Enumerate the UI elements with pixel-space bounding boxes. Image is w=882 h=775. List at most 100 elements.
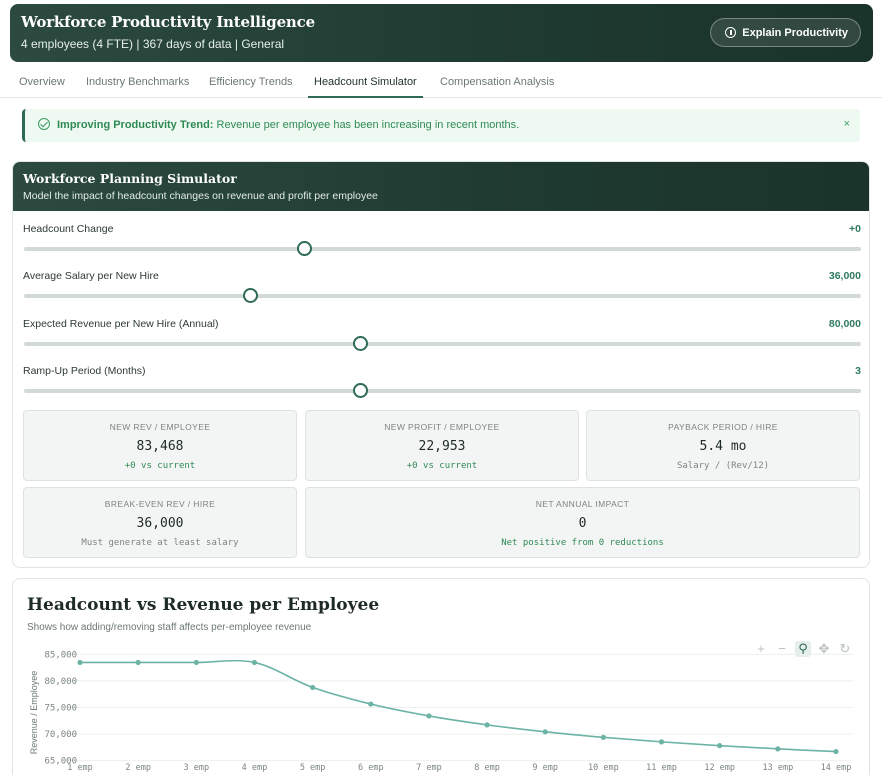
slider-value: 3	[855, 365, 861, 377]
expected-revenue-slider-row: Expected Revenue per New Hire (Annual) 8…	[23, 318, 861, 358]
x-tick-label: 13 emp	[762, 763, 793, 773]
data-point[interactable]	[658, 739, 665, 745]
data-point[interactable]	[310, 684, 316, 691]
minus-icon[interactable]: −	[778, 641, 786, 656]
x-tick-label: 7 emp	[416, 763, 442, 773]
card-value: 0	[578, 516, 587, 531]
tab-headcount-simulator[interactable]: Headcount Simulator	[308, 76, 423, 98]
x-tick-label: 3 emp	[184, 763, 210, 773]
data-point[interactable]	[484, 722, 490, 728]
slider-value: +0	[849, 223, 861, 235]
x-tick-label: 12 emp	[704, 763, 735, 773]
zoom-icon[interactable]: ⚲	[795, 641, 811, 657]
data-point[interactable]	[600, 734, 606, 740]
tab-compensation-analysis[interactable]: Compensation Analysis	[440, 76, 555, 88]
new-profit-per-employee-card: NEW PROFIT / EMPLOYEE 22,953 +0 vs curre…	[305, 410, 579, 481]
tab-bar: Overview Industry Benchmarks Efficiency …	[0, 70, 882, 98]
slider-label: Expected Revenue per New Hire (Annual)	[23, 318, 219, 330]
app-title: Workforce Productivity Intelligence	[21, 13, 315, 31]
card-label: NEW REV / EMPLOYEE	[109, 422, 211, 432]
data-point[interactable]	[833, 748, 839, 755]
data-point[interactable]	[368, 701, 374, 707]
alert-title: Improving Productivity Trend:	[57, 119, 214, 131]
data-point[interactable]	[251, 659, 258, 666]
y-tick-label: 65,000	[44, 757, 77, 767]
card-subtext: Net positive from 0 reductions	[501, 538, 664, 548]
y-tick-label: 80,000	[44, 677, 77, 687]
headcount-change-slider[interactable]	[24, 247, 861, 251]
chart-modebar: + − ⚲ ✥ ↻	[753, 641, 853, 657]
x-tick-label: 1 emp	[67, 763, 93, 773]
slider-label: Headcount Change	[23, 223, 114, 235]
expected-revenue-slider[interactable]	[24, 342, 861, 346]
data-point[interactable]	[426, 713, 432, 719]
app-header: Workforce Productivity Intelligence 4 em…	[10, 4, 873, 62]
x-tick-label: 2 emp	[125, 763, 151, 773]
x-tick-label: 6 emp	[358, 763, 384, 773]
chart-title: Headcount vs Revenue per Employee	[27, 595, 380, 615]
card-value: 83,468	[136, 439, 184, 454]
y-tick-label: 75,000	[44, 704, 77, 714]
tab-industry-benchmarks[interactable]: Industry Benchmarks	[86, 76, 190, 88]
ramp-up-period-slider[interactable]	[24, 389, 861, 393]
card-subtext: Must generate at least salary	[81, 538, 239, 548]
data-point[interactable]	[775, 746, 781, 752]
slider-value: 36,000	[828, 270, 861, 282]
info-icon	[725, 27, 737, 38]
simulator-title: Workforce Planning Simulator	[23, 171, 237, 186]
tab-efficiency-trends[interactable]: Efficiency Trends	[209, 76, 293, 88]
card-subtext: Salary / (Rev/12)	[676, 461, 770, 471]
explain-productivity-button[interactable]: Explain Productivity	[710, 18, 861, 47]
chart-subtitle: Shows how adding/removing staff affects …	[27, 622, 312, 633]
card-subtext: +0 vs current	[124, 461, 196, 471]
card-value: 36,000	[136, 516, 184, 531]
simulator-header: Workforce Planning Simulator Model the i…	[13, 162, 869, 211]
check-circle-icon	[38, 118, 50, 130]
y-tick-label: 85,000	[44, 650, 77, 660]
data-point[interactable]	[135, 659, 141, 666]
x-tick-label: 11 emp	[646, 763, 677, 773]
card-label: PAYBACK PERIOD / HIRE	[668, 422, 778, 432]
slider-thumb[interactable]	[243, 288, 259, 303]
reset-icon[interactable]: ↻	[839, 641, 851, 656]
close-icon[interactable]: ×	[843, 118, 850, 130]
alert-message: Improving Productivity Trend: Revenue pe…	[57, 119, 519, 131]
headcount-change-slider-row: Headcount Change +0	[23, 223, 861, 263]
payback-period-card: PAYBACK PERIOD / HIRE 5.4 mo Salary / (R…	[586, 410, 860, 481]
slider-label: Average Salary per New Hire	[23, 270, 159, 282]
pan-icon[interactable]: ✥	[818, 641, 830, 656]
series-line	[80, 659, 837, 753]
y-tick-label: 70,000	[44, 730, 77, 740]
x-tick-label: 4 emp	[242, 763, 268, 773]
slider-thumb[interactable]	[296, 241, 312, 256]
slider-thumb[interactable]	[352, 336, 368, 351]
explain-productivity-label: Explain Productivity	[742, 26, 848, 39]
net-annual-impact-card: NET ANNUAL IMPACT 0 Net positive from 0 …	[305, 487, 860, 558]
line-chart: 85,000 80,000 75,000 70,000 65,000 Revenue / …	[29, 650, 853, 773]
alert-text: Revenue per employee has been increasing…	[216, 119, 520, 131]
data-point[interactable]	[193, 659, 199, 666]
workforce-planning-simulator: Workforce Planning Simulator Model the i…	[12, 161, 870, 568]
card-value: 22,953	[418, 439, 466, 454]
ramp-up-period-slider-row: Ramp-Up Period (Months) 3	[23, 365, 861, 405]
tab-overview[interactable]: Overview	[19, 76, 65, 88]
card-subtext: +0 vs current	[406, 461, 478, 471]
slider-value: 80,000	[828, 318, 861, 330]
data-point[interactable]	[77, 659, 83, 666]
new-rev-per-employee-card: NEW REV / EMPLOYEE 83,468 +0 vs current	[23, 410, 297, 481]
x-tick-label: 8 emp	[474, 763, 500, 773]
data-point[interactable]	[717, 743, 723, 749]
card-label: NET ANNUAL IMPACT	[535, 499, 630, 509]
average-salary-slider-row: Average Salary per New Hire 36,000	[23, 270, 861, 310]
average-salary-slider[interactable]	[24, 294, 861, 298]
break-even-rev-card: BREAK-EVEN REV / HIRE 36,000 Must genera…	[23, 487, 297, 558]
x-tick-label: 10 emp	[588, 763, 619, 773]
x-tick-label: 5 emp	[300, 763, 326, 773]
y-axis-label: Revenue / Employee	[29, 671, 39, 755]
data-point[interactable]	[542, 729, 548, 735]
plus-icon[interactable]: +	[757, 641, 765, 656]
x-tick-label: 9 emp	[532, 763, 558, 773]
simulator-subtitle: Model the impact of headcount changes on…	[23, 190, 378, 202]
app-subtitle: 4 employees (4 FTE) | 367 days of data |…	[21, 37, 285, 51]
slider-thumb[interactable]	[352, 383, 368, 398]
